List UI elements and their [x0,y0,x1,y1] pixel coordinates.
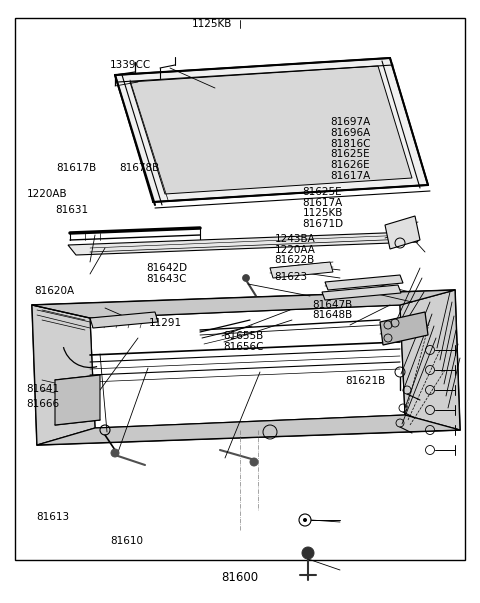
Text: 81656C: 81656C [223,342,264,352]
Text: 81655B: 81655B [223,331,264,341]
Text: 81617A: 81617A [302,198,343,207]
Text: 81613: 81613 [36,513,69,522]
Polygon shape [380,312,428,345]
Text: 81816C: 81816C [330,139,371,148]
Polygon shape [32,290,455,318]
Text: 81626E: 81626E [330,160,370,170]
Polygon shape [90,305,405,428]
Text: 81666: 81666 [26,399,60,409]
Polygon shape [55,375,100,425]
Polygon shape [130,66,412,194]
Circle shape [302,547,314,559]
Text: 81647B: 81647B [312,300,352,310]
Text: 81642D: 81642D [146,263,188,273]
Circle shape [303,518,307,522]
Text: 1339CC: 1339CC [109,60,151,69]
Text: 81617A: 81617A [330,171,371,181]
Text: 81625E: 81625E [330,150,370,159]
Text: 81631: 81631 [55,205,88,215]
Circle shape [250,458,258,466]
Text: 81643C: 81643C [146,274,187,283]
Text: 81697A: 81697A [330,117,371,127]
Text: 1220AB: 1220AB [26,189,67,199]
Text: 81671D: 81671D [302,219,344,229]
Text: 81641: 81641 [26,384,60,394]
Polygon shape [32,290,460,445]
Text: 1125KB: 1125KB [192,19,232,29]
Circle shape [242,274,250,282]
Text: 81617B: 81617B [57,163,97,172]
Circle shape [111,449,119,457]
Polygon shape [322,285,401,300]
Polygon shape [115,58,428,202]
Text: 81622B: 81622B [275,256,315,265]
Polygon shape [32,305,95,445]
Polygon shape [90,312,158,328]
Text: 81625E: 81625E [302,187,342,197]
Text: 1125KB: 1125KB [302,209,343,218]
Text: 1243BA: 1243BA [275,234,315,244]
Text: 81610: 81610 [110,536,144,546]
Polygon shape [325,275,403,290]
Text: 81678B: 81678B [119,163,159,172]
Text: 1220AA: 1220AA [275,245,315,254]
Polygon shape [400,290,460,430]
Polygon shape [270,262,333,278]
Text: 81600: 81600 [221,570,259,584]
Text: 81620A: 81620A [35,286,75,296]
Text: 81623: 81623 [275,273,308,282]
Polygon shape [37,415,460,445]
Text: 11291: 11291 [149,318,182,328]
Polygon shape [68,232,418,255]
Text: 81696A: 81696A [330,128,371,137]
Text: 81621B: 81621B [346,376,386,386]
Polygon shape [385,216,420,249]
Text: 81648B: 81648B [312,311,352,320]
